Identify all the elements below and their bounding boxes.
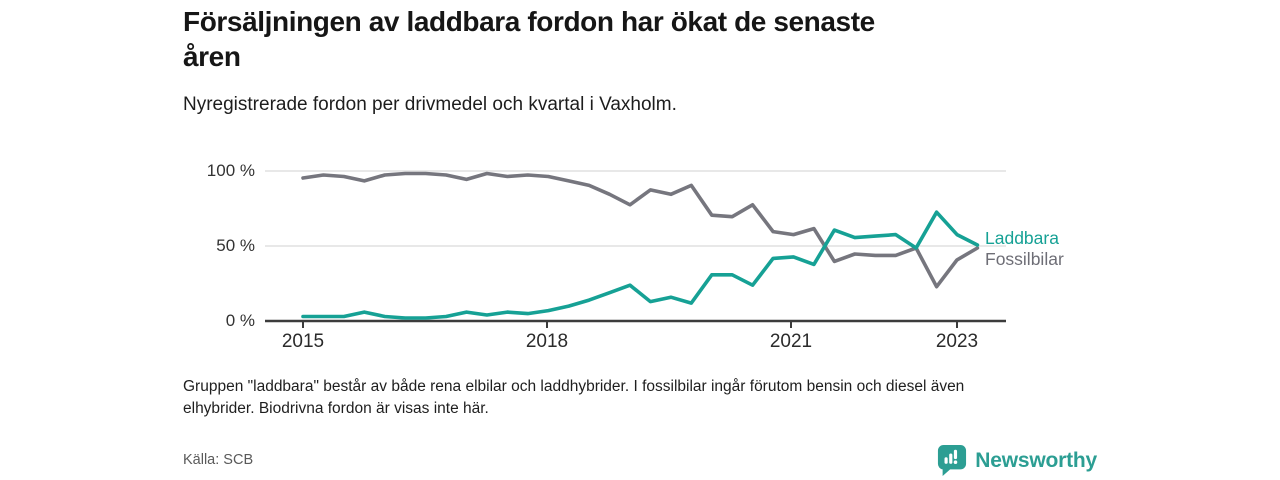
x-tick-label-2018: 2018	[525, 331, 569, 352]
laddbara-line	[301, 210, 980, 320]
legend-label-laddbara: Laddbara	[985, 228, 1059, 248]
page-title: Försäljningen av laddbara fordon har öka…	[183, 6, 875, 73]
y-tick-label-100: 100 %	[206, 161, 255, 180]
chart-subtitle: Nyregistrerade fordon per drivmedel och …	[183, 94, 677, 115]
fossilbilar-line	[301, 171, 980, 289]
y-tick-label-50: 50 %	[216, 236, 255, 255]
x-tick-label-2023: 2023	[935, 331, 979, 352]
chart-canvas	[265, 170, 1006, 328]
y-tick-label-0: 0 %	[225, 311, 255, 330]
source-label: Källa: SCB	[183, 452, 254, 468]
newsworthy-logo-icon	[938, 445, 967, 476]
newsworthy-logo-text: Newsworthy	[975, 448, 1097, 472]
newsworthy-logo: Newsworthy	[937, 444, 1097, 477]
x-tick-label-2015: 2015	[281, 331, 325, 352]
chart-footnote: Gruppen "laddbara" består av både rena e…	[183, 378, 965, 417]
x-tick-label-2021: 2021	[769, 331, 813, 352]
line-chart: 100 % 50 % 0 % 2015 2018 2021 2023 Laddb…	[0, 150, 1280, 380]
legend-label-fossilbilar: Fossilbilar	[985, 249, 1064, 269]
